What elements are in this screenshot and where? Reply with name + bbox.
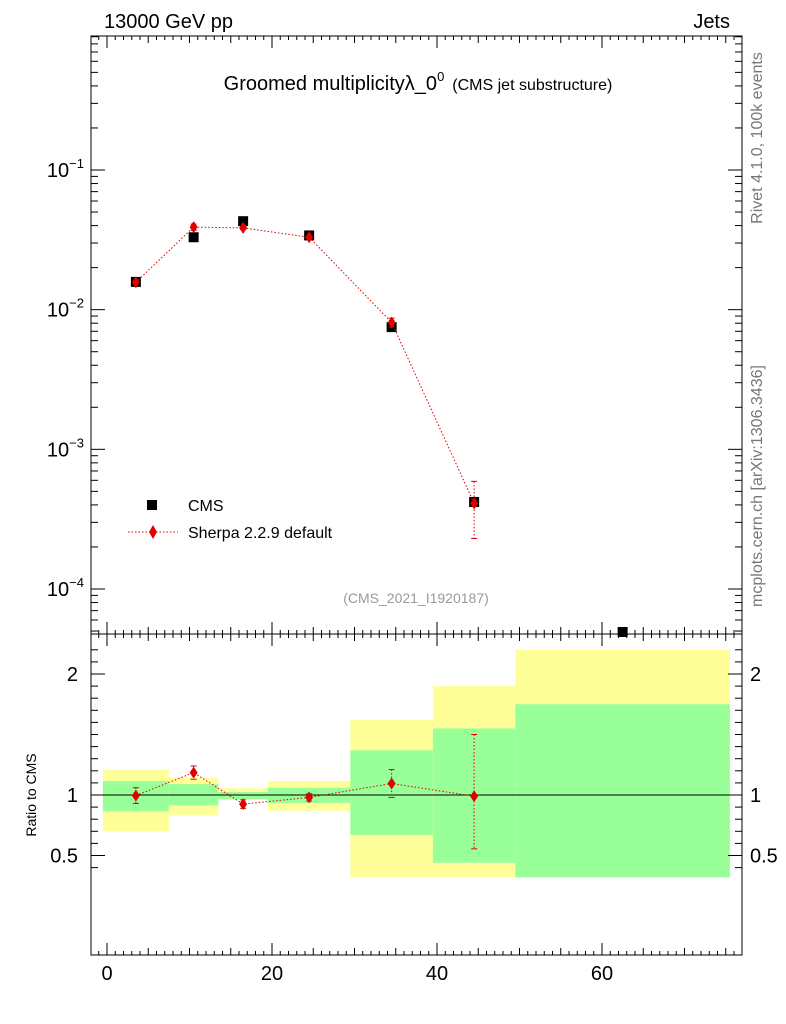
y-tick-base-0: 10 [47, 160, 69, 182]
chart-title: Groomed multiplicityλ_00 (CMS jet substru… [224, 69, 613, 95]
y-tick-exponent-1: −2 [69, 296, 84, 311]
y-tick-exponent-2: −3 [69, 435, 84, 450]
ratio-y-tick-label-right-1: 1 [750, 785, 761, 807]
inner-band-6 [515, 704, 730, 878]
ratio-mc-point-4 [387, 777, 396, 790]
main-mc-point-0 [131, 276, 140, 289]
ratio-mc-point-5 [470, 790, 479, 803]
ratio-y-tick-label-left-2: 2 [67, 664, 78, 686]
ratio-series [131, 734, 479, 850]
ratio-mc-line [135, 772, 475, 805]
legend-sherpa-marker [149, 525, 157, 539]
x-tick-label-3: 60 [591, 963, 613, 985]
main-y-tick-label-2: 10−3 [47, 435, 84, 461]
ratio-y-tick-label-right-2: 2 [750, 664, 761, 686]
main-y-tick-label-3: 10−4 [47, 575, 84, 601]
main-mc-line [135, 226, 475, 504]
header-right-label: Jets [693, 11, 730, 33]
cms-point-1 [188, 232, 199, 243]
axis-ticks [91, 36, 742, 955]
ratio-y-tick-label-left-0: 0.5 [50, 846, 78, 868]
main-y-tick-label-1: 10−2 [47, 296, 84, 322]
side-label-rivet: Rivet 4.1.0, 100k events [749, 52, 766, 224]
ratio-y-tick-label-right-0: 0.5 [750, 846, 778, 868]
legend-sherpa-label: Sherpa 2.2.9 default [188, 525, 333, 542]
main-mc-point-2 [239, 221, 248, 234]
cms-point-2 [238, 216, 249, 227]
x-tick-label-0: 0 [101, 963, 112, 985]
title-main: Groomed multiplicityλ_0 [224, 73, 437, 95]
legend-cms-label: CMS [188, 498, 224, 515]
ratio-mc-point-1 [189, 766, 198, 779]
y-tick-base-1: 10 [47, 300, 69, 322]
main-mc-point-3 [305, 231, 314, 244]
main-mc-point-1 [189, 221, 198, 234]
ratio-uncertainty-bands [102, 649, 730, 878]
main-plot-frame [90, 35, 743, 635]
y-tick-exponent-0: −1 [69, 156, 84, 171]
y-tick-base-2: 10 [47, 439, 69, 461]
legend-cms-marker [147, 500, 157, 510]
main-y-tick-label-0: 10−1 [47, 156, 84, 182]
main-mc-point-4 [387, 316, 396, 329]
title-superscript: 0 [437, 69, 444, 84]
ratio-y-axis-label: Ratio to CMS [23, 753, 39, 836]
header-left-label: 13000 GeV pp [104, 11, 233, 33]
inner-band-2 [218, 791, 268, 800]
ratio-mc-point-2 [239, 798, 248, 811]
main-series [130, 216, 628, 637]
legend: CMS Sherpa 2.2.9 default [128, 498, 333, 542]
ratio-y-tick-label-left-1: 1 [67, 785, 78, 807]
side-label-mcplots: mcplots.cern.ch [arXiv:1306.3436] [749, 365, 766, 607]
y-tick-exponent-3: −4 [69, 575, 84, 590]
title-subtitle: (CMS jet substructure) [452, 77, 612, 94]
analysis-id-label: (CMS_2021_I1920187) [343, 590, 489, 606]
ratio-mc-point-0 [131, 789, 140, 802]
y-tick-base-3: 10 [47, 579, 69, 601]
ratio-mc-point-3 [305, 791, 314, 804]
x-tick-label-1: 20 [261, 963, 283, 985]
main-mc-point-5 [470, 497, 479, 510]
cms-point-6 [617, 627, 628, 637]
x-tick-label-2: 40 [426, 963, 448, 985]
inner-band-4 [350, 750, 433, 835]
